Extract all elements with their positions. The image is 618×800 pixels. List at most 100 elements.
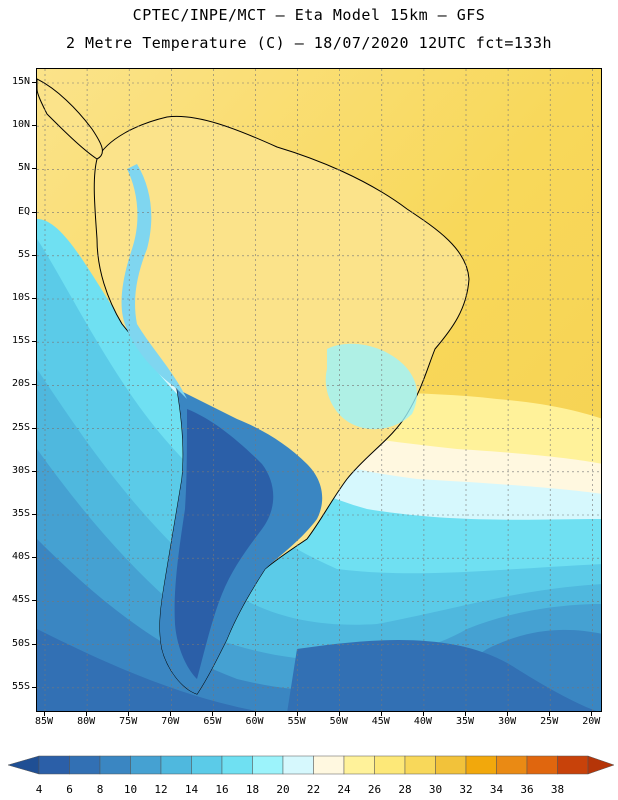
legend-swatch	[404, 755, 436, 775]
latitude-label: 25S	[11, 421, 30, 433]
legend-swatch	[221, 755, 253, 775]
legend-swatch	[496, 755, 528, 775]
legend-level-label: 36	[520, 783, 534, 796]
legend-level-label: 34	[489, 783, 504, 796]
latitude-tick	[32, 254, 36, 256]
patagonia-coldest	[174, 409, 274, 679]
legend-swatch	[343, 755, 375, 775]
latitude-label: 5N	[17, 162, 30, 174]
legend-swatch	[282, 755, 314, 775]
latitude-label: 35S	[11, 508, 30, 519]
color-legend	[7, 755, 615, 775]
latitude-label: 5S	[17, 248, 30, 260]
latitude-tick	[32, 686, 36, 688]
legend-level-label: 22	[306, 783, 321, 796]
latitude-tick	[32, 341, 36, 343]
longitude-tick	[212, 712, 214, 716]
latitude-label: 15N	[11, 76, 30, 87]
map-title: CPTEC/INPE/MCT – Eta Model 15km – GFS	[132, 6, 486, 24]
legend-level-label: 10	[123, 783, 138, 796]
latitude-tick	[32, 298, 36, 299]
legend-level-label: 8	[96, 783, 104, 796]
latitude-tick	[32, 557, 36, 559]
longitude-tick	[128, 712, 130, 716]
legend-level-label: 16	[215, 783, 229, 796]
map-subtitle: 2 Metre Temperature (C) – 18/07/2020 12U…	[65, 34, 553, 52]
longitude-label: 65W	[203, 716, 222, 727]
longitude-tick	[549, 712, 551, 716]
legend-level-label: 6	[66, 783, 73, 796]
longitude-tick	[338, 712, 340, 716]
latitude-tick	[32, 168, 36, 170]
latitude-label: 40S	[11, 551, 30, 563]
legend-over-arrow	[587, 755, 615, 775]
latitude-tick	[32, 125, 36, 127]
legend-swatch	[252, 755, 284, 775]
longitude-tick	[465, 712, 466, 716]
legend-swatch	[557, 755, 589, 775]
legend-level-label: 20	[276, 783, 290, 796]
longitude-tick	[170, 712, 172, 716]
latitude-label: 30S	[11, 464, 30, 476]
latitude-tick	[32, 600, 36, 602]
longitude-label: 25W	[540, 716, 559, 727]
longitude-tick	[86, 712, 88, 716]
latitude-tick	[32, 427, 36, 429]
longitude-tick	[422, 712, 424, 716]
longitude-label: 75W	[119, 716, 138, 727]
longitude-tick	[44, 712, 45, 716]
latitude-tick	[32, 470, 36, 472]
legend-swatch	[99, 755, 131, 775]
legend-level-label: 14	[184, 783, 199, 796]
longitude-tick	[296, 712, 298, 716]
legend-level-label: 18	[245, 783, 260, 796]
longitude-label: 45W	[371, 716, 390, 727]
band-8-east	[287, 640, 597, 711]
latitude-label: 45S	[11, 594, 30, 606]
latitude-label: 15S	[11, 335, 30, 347]
longitude-label: 80W	[77, 716, 96, 727]
legend-swatch	[160, 755, 192, 775]
map-canvas	[37, 69, 601, 711]
latitude-label: 10S	[11, 292, 30, 303]
longitude-label: 50W	[329, 716, 348, 727]
legend-level-label: 28	[398, 783, 412, 796]
longitude-label: 35W	[455, 716, 475, 727]
latitude-label: 55S	[11, 680, 30, 692]
legend-under-arrow	[7, 755, 40, 775]
longitude-label: 55W	[287, 716, 306, 727]
latitude-label: 10N	[11, 119, 30, 131]
legend-swatch	[435, 755, 467, 775]
latitude-label: EQ	[17, 205, 30, 217]
latitude-tick	[32, 384, 36, 386]
legend-swatch	[38, 755, 70, 775]
longitude-label: 30W	[498, 716, 517, 727]
latitude-tick	[32, 82, 36, 83]
latitude-tick	[32, 211, 36, 213]
longitude-label: 40W	[413, 716, 432, 727]
longitude-label: 70W	[161, 716, 180, 727]
central-america-land	[37, 78, 103, 160]
legend-level-label: 12	[154, 783, 168, 796]
longitude-tick	[591, 712, 593, 716]
longitude-tick	[254, 712, 256, 716]
legend-swatch	[465, 755, 497, 775]
legend-swatch	[69, 755, 101, 775]
latitude-label: 20S	[11, 378, 30, 390]
longitude-label: 20W	[582, 716, 601, 727]
latitude-tick	[32, 514, 36, 515]
legend-swatch	[374, 755, 406, 775]
longitude-label: 60W	[245, 716, 264, 727]
longitude-tick	[507, 712, 509, 716]
legend-swatch	[130, 755, 162, 775]
longitude-label: 85W	[34, 716, 54, 727]
band-8	[37, 629, 257, 711]
legend-level-label: 38	[550, 783, 565, 796]
temperature-map	[36, 68, 602, 712]
legend-level-label: 32	[459, 783, 473, 796]
legend-swatch	[313, 755, 345, 775]
legend-swatch	[191, 755, 223, 775]
latitude-label: 50S	[11, 637, 30, 649]
latitude-tick	[32, 643, 36, 645]
legend-swatch	[526, 755, 558, 775]
